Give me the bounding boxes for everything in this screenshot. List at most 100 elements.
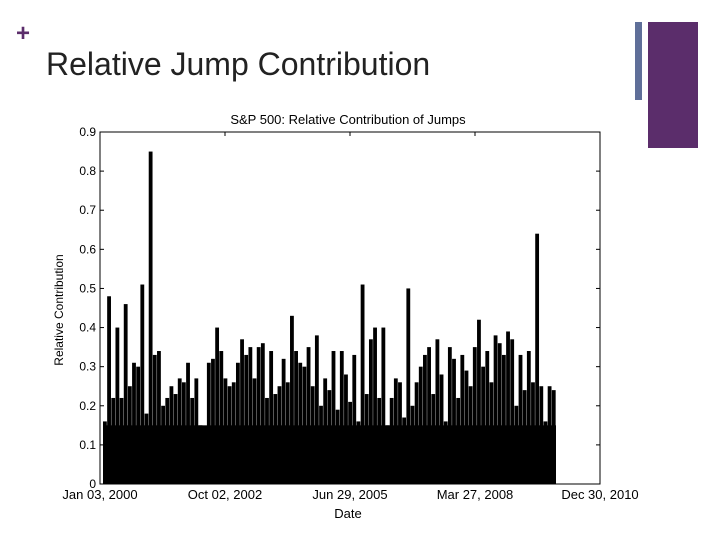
jump-bar [344,374,348,484]
jump-bar [377,397,382,484]
jump-bar [294,351,298,484]
jump-bar [514,405,519,484]
jump-bar [385,425,390,484]
jump-bar [290,315,294,484]
jump-bar [456,397,461,484]
y-tick-label: 0.4 [79,321,96,335]
jump-bar [518,354,523,484]
jump-bar [335,409,340,484]
jump-bar [227,386,232,484]
jump-bar [298,362,303,484]
x-tick-label: Jan 03, 2000 [62,487,137,502]
jump-bar [510,339,515,484]
jump-bar [551,390,556,484]
jump-bar [339,351,344,484]
decorative-bar-wide [648,22,698,148]
jump-bar [443,421,448,484]
y-tick-label: 0.9 [79,125,96,139]
jump-bar [331,351,336,484]
jump-bar [248,347,253,484]
jump-bar [368,339,373,484]
jump-bar [447,347,452,484]
jump-bar [319,405,323,484]
jump-bar [364,394,369,484]
slide-title: Relative Jump Contribution [46,46,431,82]
jump-bar [165,397,170,484]
jump-bar [481,366,486,484]
jump-bar [111,397,116,484]
jump-bar [215,327,220,484]
jump-bar [352,354,357,484]
jump-bar [273,394,278,484]
jump-bar [373,327,377,484]
jump-bar [526,351,531,484]
jump-bar [543,421,548,484]
x-tick-label: Dec 30, 2010 [561,487,638,502]
jump-bar [269,351,274,484]
jump-bar [181,382,186,484]
jump-bar [281,358,286,484]
jump-bar [115,327,120,484]
jump-bar [260,343,265,484]
jump-bar [206,362,211,484]
jump-bar [468,386,473,484]
jump-bar [157,351,161,484]
jump-bar [506,331,510,484]
jump-bar [136,366,141,484]
jump-bar [244,354,249,484]
jump-bar [285,382,290,484]
jump-bar [539,386,544,484]
jump-bar [310,386,315,484]
jump-bar [202,433,207,484]
jump-bar [439,374,444,484]
jump-bar [219,351,224,484]
jump-bar [127,386,132,484]
jump-bar [460,354,465,484]
jump-bar [235,362,240,484]
y-tick-label: 0 [89,477,96,491]
y-axis-label: Relative Contribution [52,254,66,365]
jump-bar [190,397,195,484]
jump-bar [198,425,203,484]
jump-bar [398,382,402,484]
y-tick-label: 0.6 [79,242,96,256]
jump-bar [423,354,427,484]
jump-bar [231,382,236,484]
jump-bar [306,347,311,484]
x-tick-label: Jun 29, 2005 [312,487,387,502]
x-axis-label: Date [334,506,361,521]
jump-bar [410,405,415,484]
jump-bar [418,366,423,484]
jump-bar [431,394,436,484]
y-tick-label: 0.7 [79,203,96,217]
jump-bar [522,390,527,484]
jump-bar [389,397,394,484]
jump-bar [327,390,332,484]
jump-bar [123,304,128,484]
chart-title: S&P 500: Relative Contribution of Jumps [230,112,466,127]
jump-bar [414,382,419,484]
jump-bar [177,378,182,484]
jump-bar [223,378,228,484]
jump-bar [452,358,456,484]
jump-bar [302,366,307,484]
jump-bar [119,397,124,484]
y-tick-label: 0.1 [79,438,96,452]
jump-bar [144,413,149,484]
jump-bar [240,339,244,484]
jump-bar [148,151,153,484]
jump-bar [107,296,111,484]
jump-bar [381,327,386,484]
jump-bar [497,343,502,484]
jump-bar [323,378,328,484]
decorative-bar-thin [635,22,642,100]
jump-bar [393,378,398,484]
jump-bar [211,358,215,484]
y-tick-label: 0.5 [79,281,96,295]
y-tick-label: 0.2 [79,399,96,413]
y-tick-label: 0.3 [79,360,96,374]
jump-bar [265,397,269,484]
jump-bar [485,351,490,484]
jump-bar [256,347,261,484]
